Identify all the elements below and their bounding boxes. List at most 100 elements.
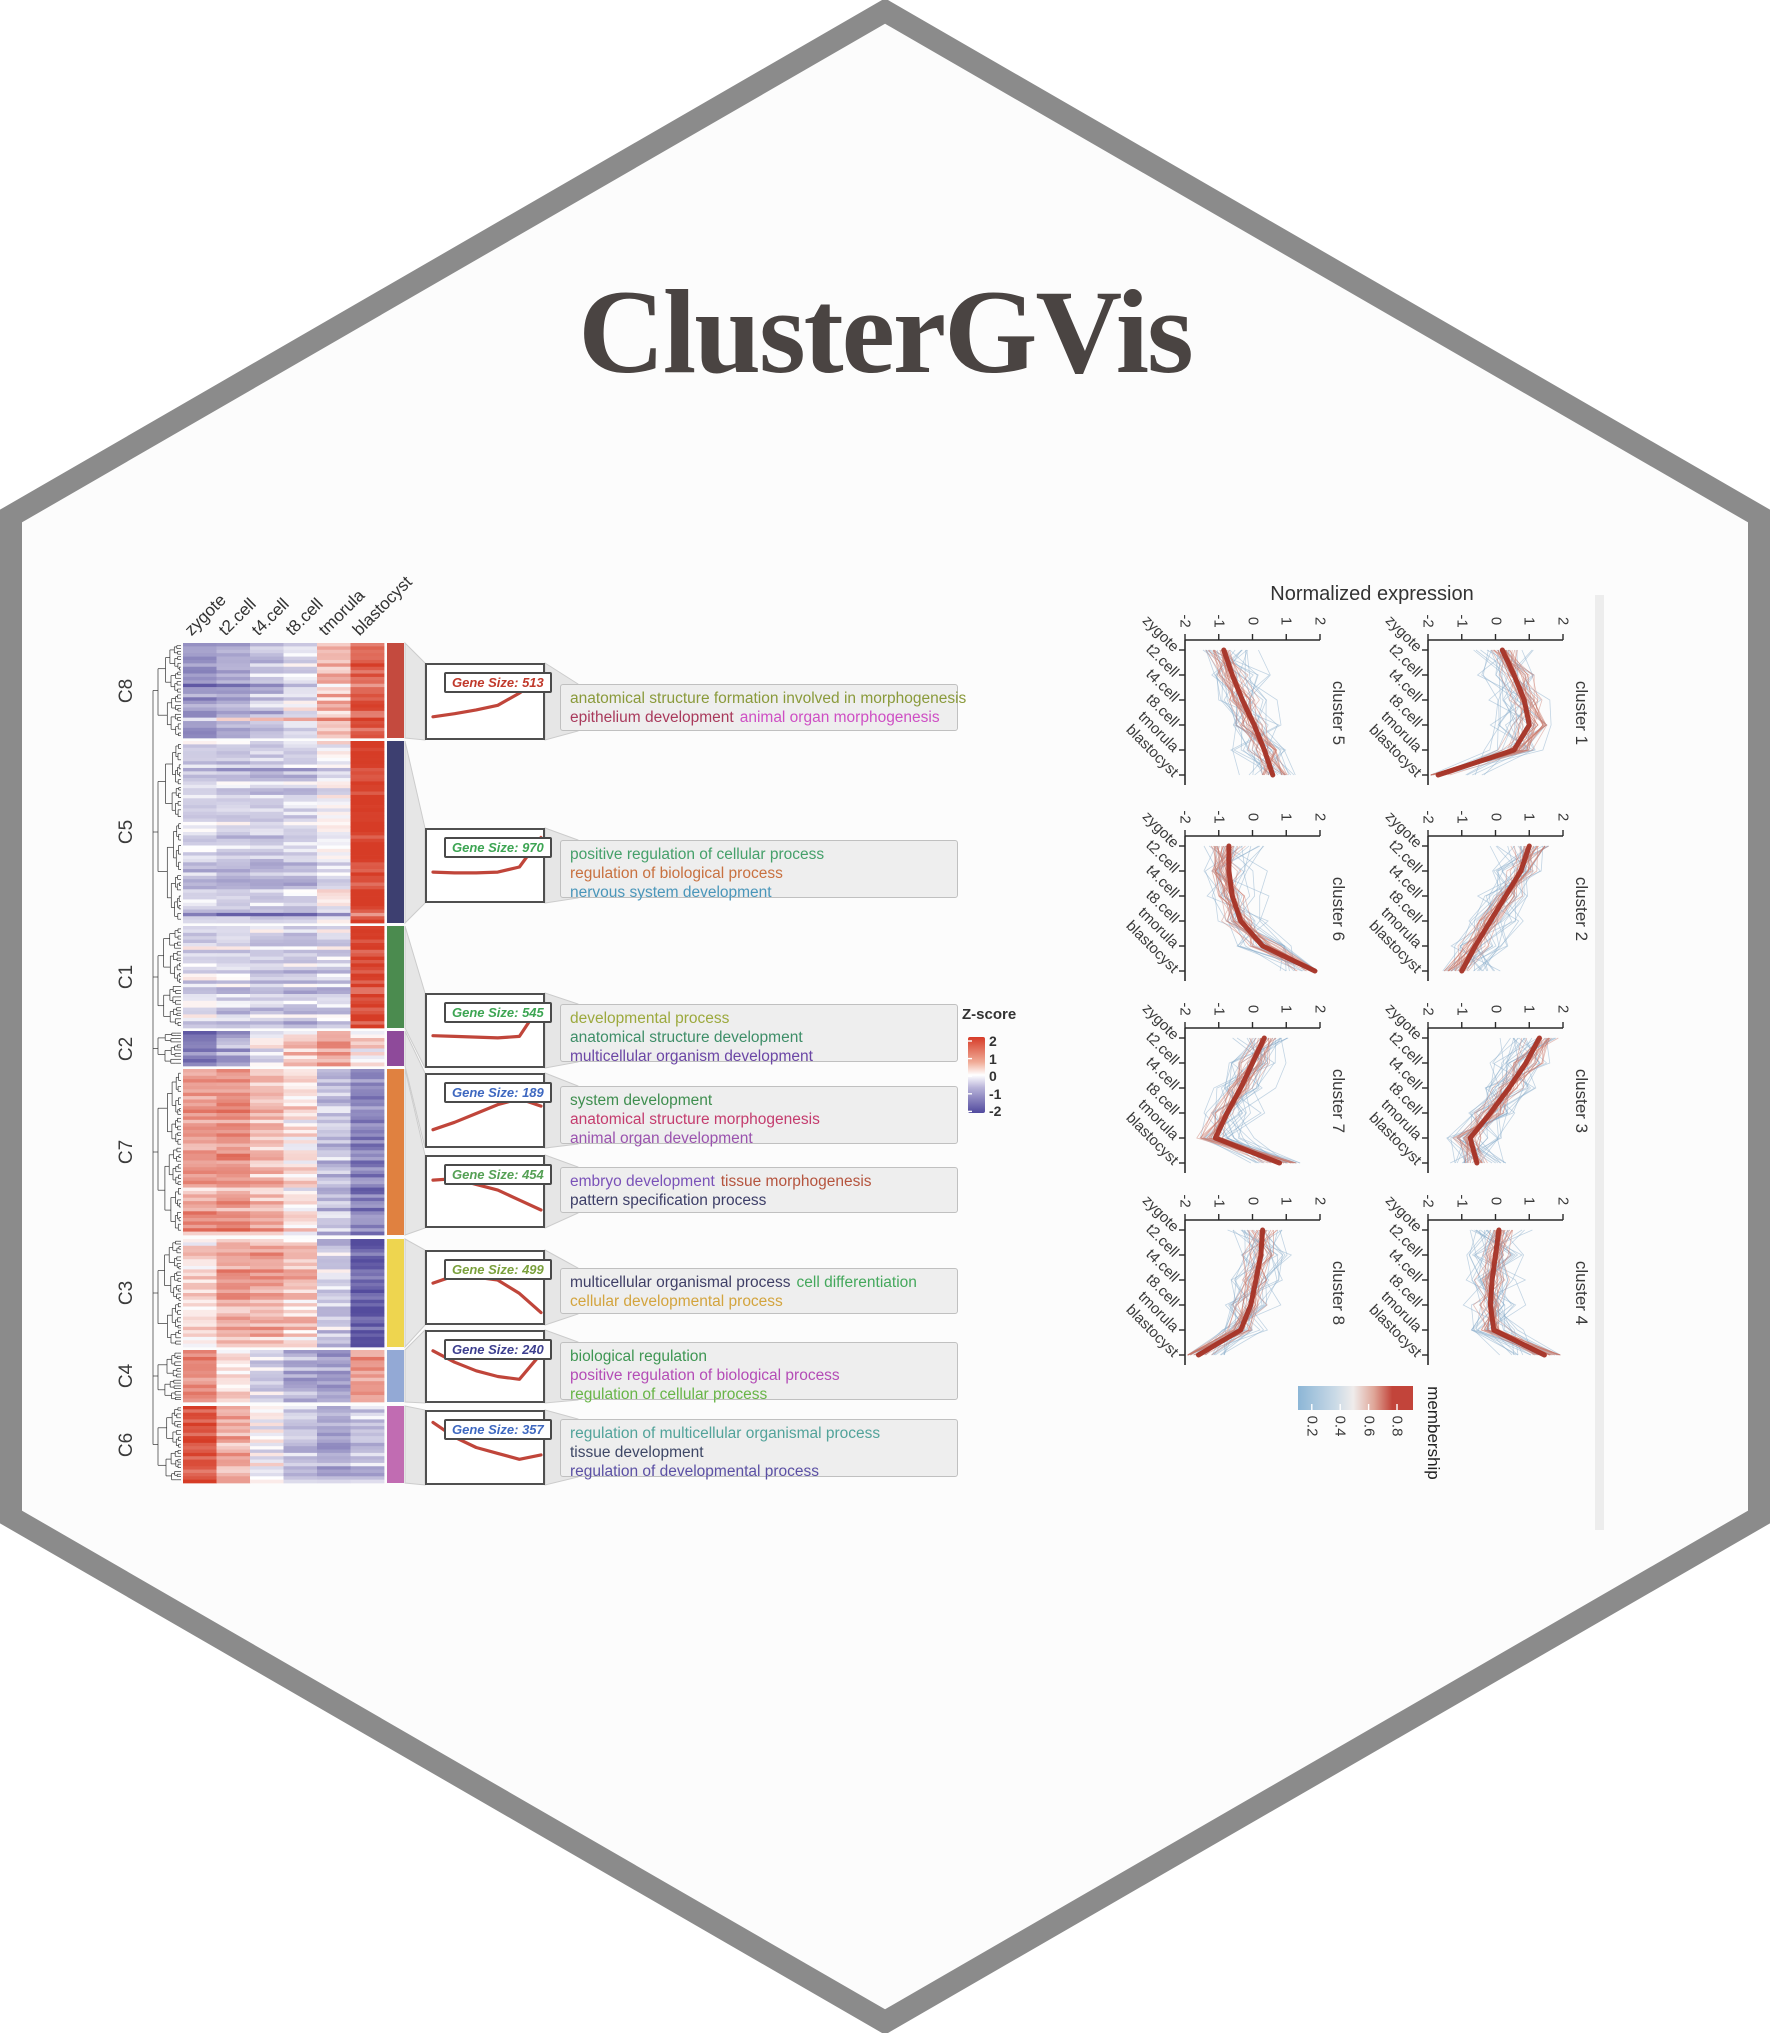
cluster-sidebar [387,643,404,738]
package-title: ClusterGVis [578,265,1194,398]
cluster-sidebar [387,741,404,923]
go-term: embryo development [570,1173,715,1190]
connector-sidebar-box [404,1030,426,1149]
go-term-line: regulation of multicellular organismal p… [570,1424,948,1443]
facet-value-tick: 0 [1487,1004,1504,1014]
cluster-sidebar [387,1350,404,1402]
go-term: positive regulation of cellular process [570,846,825,863]
membership-tick-label: 0.8 [1388,1415,1406,1437]
go-term: biological regulation [570,1348,708,1365]
go-term: regulation of cellular process [570,1386,768,1403]
facet-mean-line [1459,843,1532,974]
facet-cluster-label: cluster 2 [1572,876,1591,941]
zscore-tick-label: 0 [989,1068,997,1085]
facet-value-tick: 1 [1277,812,1295,822]
cluster-sidebar [387,1031,404,1066]
facet-value-tick: -2 [1419,1194,1437,1208]
facet-value-tick: -1 [1210,810,1228,824]
zscore-tick-label: -2 [989,1103,1002,1120]
facet-value-tick: 2 [1554,812,1572,822]
go-term: anatomical structure formation involved … [570,690,967,707]
go-term-line: pattern specification process [570,1191,948,1210]
facet-mean-line [1487,1227,1547,1358]
go-term: regulation of developmental process [570,1463,820,1480]
gene-size-box: Gene Size: 189 [425,1073,552,1148]
gene-size-label: Gene Size: 513 [444,672,552,693]
panel-strip [1595,595,1604,1530]
facet-value-tick: 1 [1520,812,1538,822]
cluster-row-label: C3 [116,1280,137,1306]
facet-value-tick: 1 [1520,616,1538,626]
go-term: system development [570,1092,713,1109]
line-panel-title: Normalized expression [1270,583,1474,605]
connector-sidebar-box [404,740,426,925]
facet-value-tick: 2 [1554,1004,1572,1014]
zscore-tick-label: 2 [989,1033,997,1049]
go-term-line: cellular developmental process [570,1292,948,1311]
go-term: tissue development [570,1444,704,1461]
facet-value-tick: 0 [1487,1196,1504,1206]
facet-value-tick: -2 [1176,1002,1194,1016]
go-term-line: positive regulation of cellular process [570,845,948,864]
go-term-line: system development [570,1091,948,1110]
gene-size-label: Gene Size: 357 [444,1419,552,1440]
go-term: tissue morphogenesis [720,1173,872,1190]
go-term-line: animal organ development [570,1129,948,1148]
facet-value-tick: -1 [1453,1002,1471,1016]
facet-cluster-label: cluster 1 [1572,680,1591,745]
facet-mean-line [1212,1035,1282,1166]
facet-cluster-label: cluster 8 [1329,1260,1348,1325]
facet-value-tick: -1 [1210,1002,1228,1016]
gene-size-box: Gene Size: 454 [425,1155,552,1228]
facet-value-tick: 1 [1277,1004,1295,1014]
facet-mean-line [1221,647,1276,778]
go-term: cellular developmental process [570,1293,783,1310]
facet-cluster-label: cluster 7 [1329,1068,1348,1133]
gene-size-box: Gene Size: 357 [425,1410,552,1485]
cluster-row-label: C2 [116,1036,137,1061]
cluster-row-label: C8 [116,678,137,703]
connector-sidebar-box [404,1068,426,1236]
go-term: animal organ development [570,1130,753,1147]
zscore-tick-label: -1 [989,1085,1002,1102]
facet-value-tick: -2 [1176,810,1194,824]
go-term: positive regulation of biological proces… [570,1367,840,1384]
facet-value-tick: 1 [1277,616,1295,626]
facet-value-tick: 2 [1554,616,1572,626]
go-term: animal organ morphogenesis [739,709,940,726]
membership-legend-title: membership [1424,1386,1443,1480]
facet-value-tick: 1 [1520,1196,1538,1206]
facet-value-tick: 2 [1311,1004,1329,1014]
facet-cluster-label: cluster 6 [1329,876,1348,941]
go-term: multicellular organism development [570,1048,813,1065]
go-term-bubble: biological regulation positive regulation… [560,1342,958,1403]
facet-value-tick: -1 [1453,1194,1471,1208]
facet-value-tick: 0 [1244,812,1261,822]
gene-size-label: Gene Size: 240 [444,1339,552,1360]
gene-size-label: Gene Size: 545 [444,1002,552,1023]
connector-sidebar-box [404,1238,426,1349]
facet-value-tick: -2 [1419,1002,1437,1016]
go-term-bubble: system development anatomical structure m… [560,1086,958,1147]
membership-tick-label: 0.2 [1303,1415,1321,1437]
go-term: pattern specification process [570,1192,767,1209]
connector-sidebar-box [404,641,426,741]
facet-value-tick: -2 [1419,810,1437,824]
gene-size-box: Gene Size: 513 [425,663,552,740]
go-term-line: nervous system development [570,883,948,902]
cluster-row-label: C7 [116,1139,137,1165]
facet-value-tick: 2 [1554,1196,1572,1206]
go-term-line: anatomical structure development [570,1028,948,1047]
facet-cluster-label: cluster 4 [1572,1260,1591,1325]
go-term-bubble: positive regulation of cellular process r… [560,840,958,901]
zscore-legend-title: Z-score [962,1006,1017,1023]
go-term-line: regulation of developmental process [570,1462,948,1481]
gene-size-box: Gene Size: 499 [425,1250,552,1325]
connector-sidebar-box [404,1405,426,1486]
membership-tick-label: 0.6 [1360,1415,1378,1437]
go-term-line: embryo development tissue morphogenesis [570,1172,948,1191]
facet-value-tick: 0 [1487,616,1504,626]
gene-size-label: Gene Size: 499 [444,1259,552,1280]
zscore-tick-label: 1 [989,1050,997,1067]
